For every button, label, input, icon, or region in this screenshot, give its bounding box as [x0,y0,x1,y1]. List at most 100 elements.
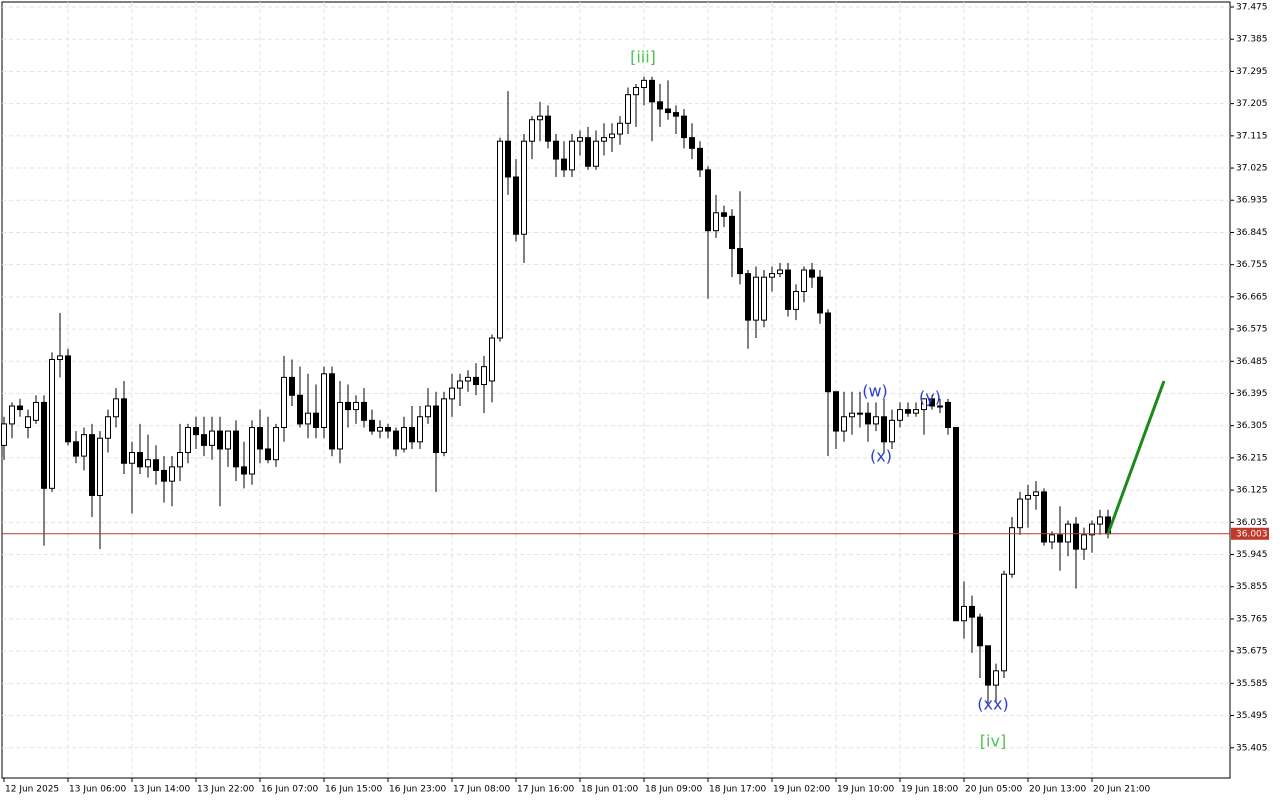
y-tick-label: 36.215 [1236,453,1268,463]
candle-body [993,670,999,686]
candle-body [913,409,919,414]
candle-body [433,405,439,454]
candle-body [561,158,567,171]
candle-body [897,409,903,421]
wave-label: [iv] [980,732,1006,751]
y-tick-label: 36.845 [1236,228,1268,238]
candle-body [297,394,303,425]
x-tick-label: 20 Jun 05:00 [965,785,1022,795]
candle-body [945,401,951,428]
candle-body [969,605,975,618]
candle-body [441,398,447,454]
wave-label: (y) [919,388,941,407]
candle-body [545,115,551,142]
candle-body [705,169,711,232]
candle-body [249,426,255,475]
y-tick-label: 35.855 [1236,582,1268,592]
candle-body [393,430,399,450]
candle-body [513,176,519,235]
y-tick-label: 36.665 [1236,292,1268,302]
x-tick-label: 19 Jun 18:00 [901,785,958,795]
candle-body [657,101,663,110]
candle-body [313,412,319,428]
candle-body [801,269,807,293]
candle-body [9,405,15,425]
candle-body [73,441,79,457]
candle-body [481,366,487,386]
candle-body [1025,494,1031,500]
candle-body [137,452,143,468]
candle-body [185,426,191,454]
candle-body [1041,491,1047,543]
candle-body [169,466,175,482]
candle-body [961,605,967,622]
candle-body [761,276,767,321]
candle-body [273,426,279,461]
candle-body [265,448,271,461]
forecast-line [1106,380,1166,535]
candle-body [473,376,479,386]
candle-body [289,376,295,396]
candle-body [937,405,943,408]
candle-body [25,416,31,428]
candle-body [537,115,543,121]
candle-body [1057,534,1063,543]
candle-body [449,387,455,400]
candle-body [377,426,383,432]
x-tick-label: 13 Jun 22:00 [197,785,254,795]
y-tick-label: 37.115 [1236,131,1268,141]
y-tick-label: 37.025 [1236,164,1268,174]
candle-body [985,645,991,686]
candle-body [617,122,623,135]
plot-frame [1,1,1231,779]
candle-body [785,269,791,310]
candle-body [497,140,503,339]
candle-body [841,416,847,432]
y-tick-label: 37.205 [1236,99,1268,109]
candle-body [425,405,431,418]
candle-body [257,426,263,450]
candle-body [337,401,343,450]
candle-body [1009,527,1015,575]
wave-label: (x) [870,447,892,466]
candle-body [713,212,719,232]
wave-label: (xx) [977,695,1008,714]
candle-body [353,401,359,411]
candle-body [241,466,247,475]
candle-body [609,133,615,139]
y-tick-label: 35.585 [1236,679,1268,689]
x-tick-label: 17 Jun 08:00 [453,785,510,795]
candle-body [129,452,135,464]
candle-body [97,437,103,496]
y-tick-label: 35.495 [1236,711,1268,721]
y-tick-label: 36.125 [1236,486,1268,496]
candle-body [729,215,735,250]
candle-body [585,137,591,167]
candle-body [161,469,167,482]
candle-body [417,416,423,443]
wave-label: [iii] [630,48,656,67]
candle-body [873,416,879,425]
candle-body [329,373,335,450]
x-tick-label: 20 Jun 21:00 [1093,785,1150,795]
candle-body [649,79,655,103]
x-tick-label: 19 Jun 10:00 [837,785,894,795]
candle-body [953,426,959,622]
x-tick-label: 13 Jun 06:00 [69,785,126,795]
candle-body [233,430,239,468]
x-tick-label: 18 Jun 17:00 [709,785,766,795]
candle-body [177,452,183,468]
y-tick-label: 35.765 [1236,614,1268,624]
candle-body [153,459,159,471]
candle-body [529,119,535,142]
candle-body [113,398,119,418]
candle-body [1033,491,1039,496]
candle-body [1,423,7,446]
candle-body [793,291,799,310]
candle-body [769,273,775,278]
y-tick-label: 36.575 [1236,325,1268,335]
y-tick-label: 37.385 [1236,35,1268,45]
candle-body [521,140,527,235]
y-tick-label: 36.485 [1236,357,1268,367]
